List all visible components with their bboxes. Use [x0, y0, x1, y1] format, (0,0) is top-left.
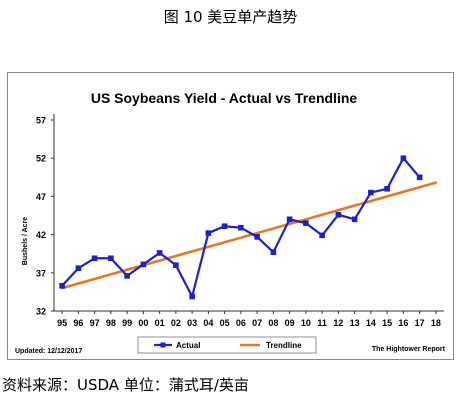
trendline-series	[60, 181, 438, 290]
x-tick-label: 00	[138, 318, 148, 328]
x-tick-label: 06	[236, 318, 246, 328]
x-tick-label: 05	[220, 318, 230, 328]
axes: 32 37 42 47 52 57 95 96 97 98 99 00 01 02 03 04 05 06 07 08…	[36, 114, 444, 328]
x-tick-label: 98	[106, 318, 116, 328]
actual-data-point	[286, 216, 293, 223]
actual-data-point	[75, 265, 82, 272]
figure-caption: 图 10 美豆单产趋势	[163, 8, 298, 26]
legend-actual-marker	[160, 342, 166, 348]
y-tick-label: 37	[36, 268, 46, 278]
y-axis-label: Bushels / Acre	[22, 217, 29, 265]
x-tick-label: 99	[122, 318, 132, 328]
actual-data-point	[189, 293, 195, 300]
actual-data-point	[205, 230, 212, 236]
x-tick-label: 96	[73, 318, 83, 328]
y-tick-label: 52	[36, 154, 46, 164]
y-tick-label: 47	[36, 192, 46, 202]
legend-trendline-label: Trendline	[266, 341, 302, 350]
actual-data-point	[400, 155, 407, 161]
actual-data-point	[335, 211, 342, 218]
y-tick-label: 32	[36, 307, 46, 317]
actual-data-point	[173, 262, 179, 268]
actual-data-point	[368, 189, 374, 196]
actual-data-point	[156, 250, 163, 256]
actual-data-point	[108, 255, 114, 262]
actual-data-point	[91, 255, 98, 262]
actual-data-point	[270, 249, 277, 255]
x-tick-label: 17	[415, 318, 425, 328]
actual-data-point	[140, 261, 147, 268]
updated-note: Updated: 12/12/2017	[15, 348, 82, 355]
actual-data-point	[303, 220, 309, 226]
legend: Actual Trendline	[137, 336, 317, 354]
actual-series	[59, 155, 423, 300]
actual-data-point	[124, 273, 130, 279]
x-tick-label: 08	[268, 318, 278, 328]
x-tick-label: 09	[285, 318, 295, 328]
actual-data-point	[254, 234, 260, 240]
chart-title: US Soybeans Yield - Actual vs Trendline	[91, 90, 358, 106]
actual-data-point	[384, 185, 390, 192]
x-tick-label: 97	[90, 318, 100, 328]
x-tick-label: 02	[171, 318, 181, 328]
source-credit: The Hightower Report	[372, 346, 446, 353]
x-tick-label: 12	[333, 318, 343, 328]
yield-chart: US Soybeans Yield - Actual vs Trendline …	[15, 90, 446, 355]
legend-actual-label: Actual	[176, 341, 200, 350]
actual-data-point	[416, 174, 423, 181]
actual-data-point	[59, 282, 65, 289]
x-tick-label: 11	[317, 318, 327, 328]
x-tick-label: 03	[187, 318, 197, 328]
actual-data-point	[238, 224, 244, 231]
x-tick-label: 16	[398, 318, 408, 328]
x-tick-label: 01	[155, 318, 165, 328]
x-tick-label: 14	[366, 318, 376, 328]
x-tick-label: 13	[350, 318, 360, 328]
x-tick-label: 15	[382, 318, 392, 328]
source-note: 资料来源：USDA 单位：蒲式耳/英亩	[2, 376, 249, 394]
y-tick-label: 57	[36, 116, 46, 126]
actual-data-point	[351, 216, 358, 223]
legend-box	[137, 336, 317, 354]
actual-data-point	[319, 232, 325, 239]
trendline-line	[60, 181, 438, 290]
x-tick-label: 04	[203, 318, 213, 328]
x-tick-label: 10	[301, 318, 311, 328]
actual-data-point	[221, 223, 228, 229]
chart-frame: US Soybeans Yield - Actual vs Trendline …	[7, 72, 454, 360]
x-tick-label: 07	[252, 318, 262, 328]
x-tick-label: 95	[57, 318, 67, 328]
x-tick-label: 18	[431, 318, 441, 328]
y-tick-label: 42	[36, 230, 46, 240]
